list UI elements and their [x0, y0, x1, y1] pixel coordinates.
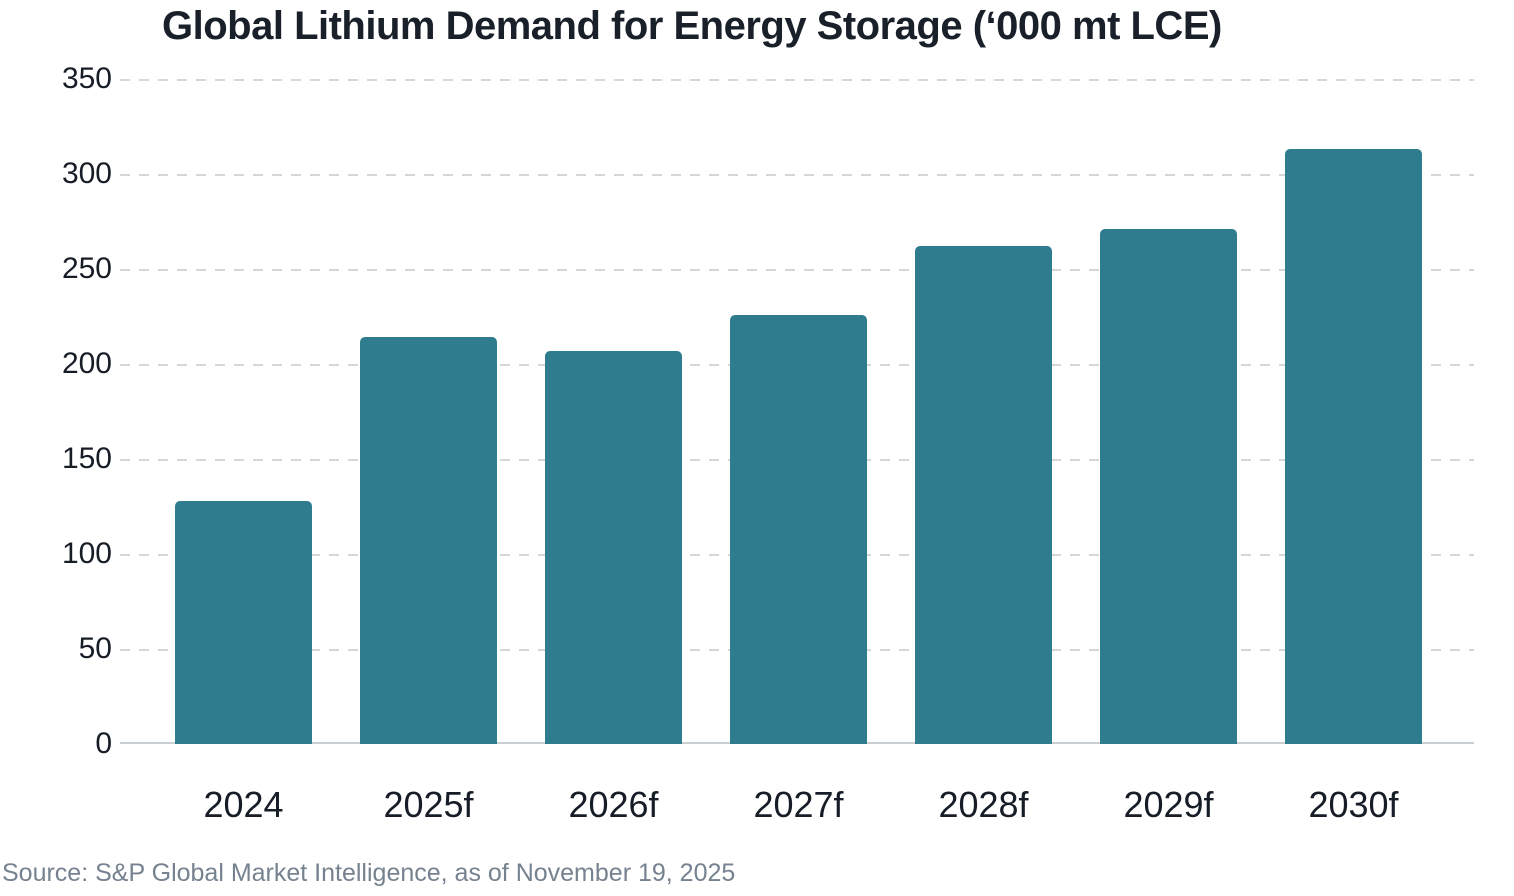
- x-tick-label-2027f: 2027f: [753, 784, 844, 825]
- y-tick-label-350: 350: [61, 62, 112, 95]
- chart-title: Global Lithium Demand for Energy Storage…: [162, 4, 1222, 48]
- plot-area: [120, 79, 1474, 744]
- bar-2030f: [1285, 149, 1422, 744]
- y-tick-label-0: 0: [95, 727, 112, 760]
- x-tick-label-2030f: 2030f: [1308, 784, 1399, 825]
- x-tick-label-2028f: 2028f: [938, 784, 1029, 825]
- gridline-300: [120, 174, 1474, 176]
- bar-2027f: [730, 315, 867, 744]
- gridline-250: [120, 269, 1474, 271]
- bar-2024: [175, 501, 312, 744]
- y-tick-label-150: 150: [61, 442, 112, 475]
- y-tick-label-200: 200: [61, 347, 112, 380]
- bar-2029f: [1100, 229, 1237, 744]
- y-tick-label-250: 250: [61, 252, 112, 285]
- y-tick-label-100: 100: [61, 537, 112, 570]
- bar-2026f: [545, 351, 682, 744]
- x-tick-label-2024: 2024: [203, 784, 284, 825]
- gridline-350: [120, 79, 1474, 81]
- x-tick-label-2025f: 2025f: [383, 784, 474, 825]
- bar-2028f: [915, 246, 1052, 744]
- x-tick-label-2029f: 2029f: [1123, 784, 1214, 825]
- bar-2025f: [360, 337, 497, 744]
- source-caption: Source: S&P Global Market Intelligence, …: [2, 859, 736, 887]
- y-tick-label-50: 50: [78, 632, 112, 665]
- y-tick-label-300: 300: [61, 157, 112, 190]
- x-tick-label-2026f: 2026f: [568, 784, 659, 825]
